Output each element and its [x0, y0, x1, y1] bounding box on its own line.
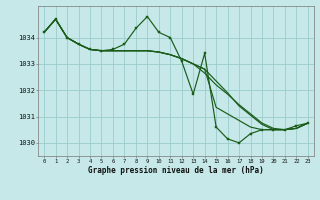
X-axis label: Graphe pression niveau de la mer (hPa): Graphe pression niveau de la mer (hPa) [88, 166, 264, 175]
